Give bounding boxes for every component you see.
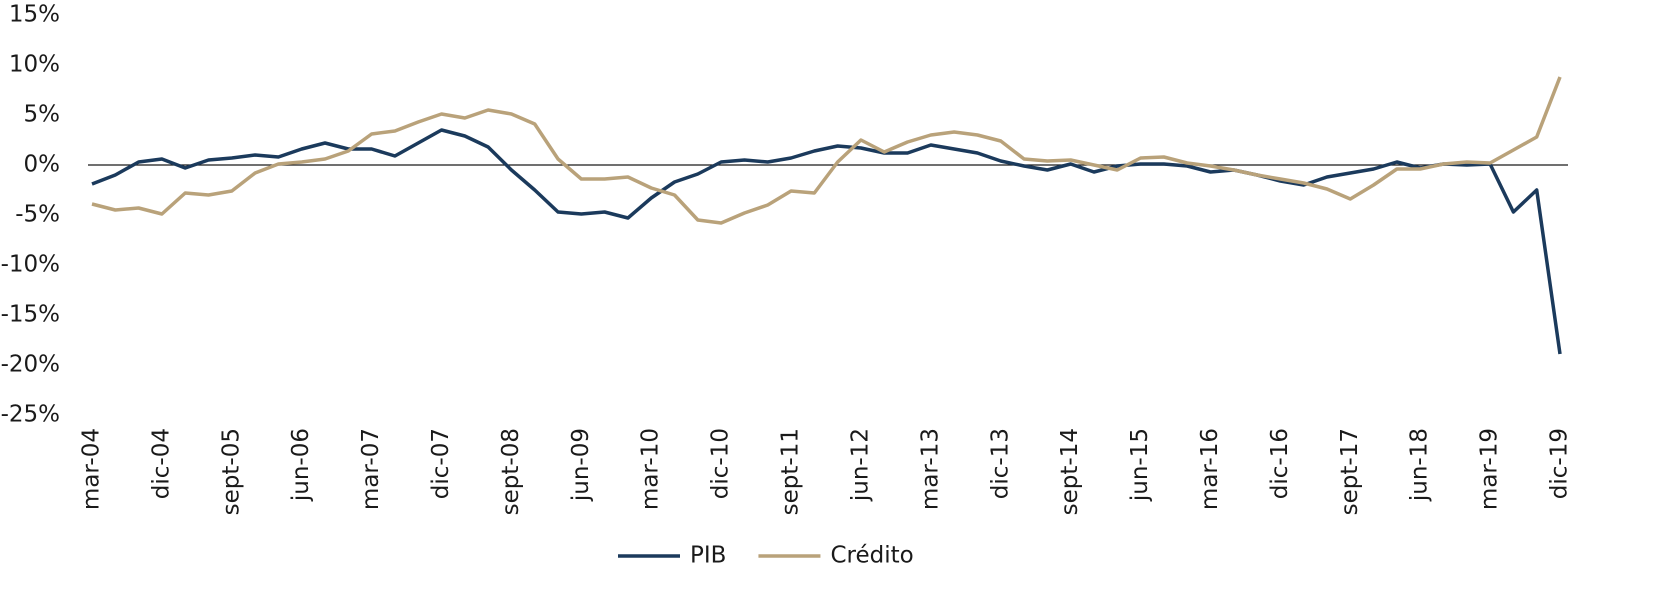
x-tick-label: jun-12 (847, 428, 873, 502)
y-tick-label: 0% (24, 152, 61, 178)
x-tick-label: jun-18 (1407, 428, 1433, 502)
x-tick-label: mar-10 (638, 428, 664, 510)
x-tick-label: sept-11 (778, 428, 804, 515)
x-tick-label: mar-13 (917, 428, 943, 510)
x-tick-label: jun-06 (288, 428, 314, 502)
y-tick-label: -10% (1, 252, 60, 278)
x-tick-label: dic-13 (987, 428, 1013, 499)
y-tick-label: 10% (9, 52, 60, 78)
x-tick-label: sept-14 (1057, 428, 1083, 515)
x-tick-label: dic-10 (708, 428, 734, 499)
legend-label: PIB (690, 543, 726, 569)
y-tick-label: -20% (1, 352, 60, 378)
y-tick-label: 5% (24, 102, 61, 128)
x-tick-label: dic-04 (148, 428, 174, 499)
series-line (91, 128, 1562, 355)
x-tick-label: dic-07 (428, 428, 454, 499)
x-tick-label: mar-07 (358, 428, 384, 510)
x-tick-label: mar-19 (1477, 428, 1503, 510)
y-tick-label: -25% (1, 402, 60, 428)
x-tick-label: mar-04 (79, 428, 105, 510)
x-tick-label: sept-17 (1337, 428, 1363, 515)
series-line (91, 76, 1562, 225)
x-tick-label: jun-15 (1127, 428, 1153, 502)
x-tick-label: sept-05 (218, 428, 244, 515)
y-tick-label: -15% (1, 302, 60, 328)
x-tick-label: dic-16 (1267, 428, 1293, 499)
x-tick-label: dic-19 (1547, 428, 1573, 499)
x-tick-label: sept-08 (498, 428, 524, 515)
y-tick-label: 15% (9, 2, 60, 28)
y-tick-label: -5% (15, 202, 60, 228)
legend-label: Crédito (830, 543, 913, 569)
x-tick-label: jun-09 (568, 428, 594, 502)
x-tick-label: mar-16 (1197, 428, 1223, 510)
